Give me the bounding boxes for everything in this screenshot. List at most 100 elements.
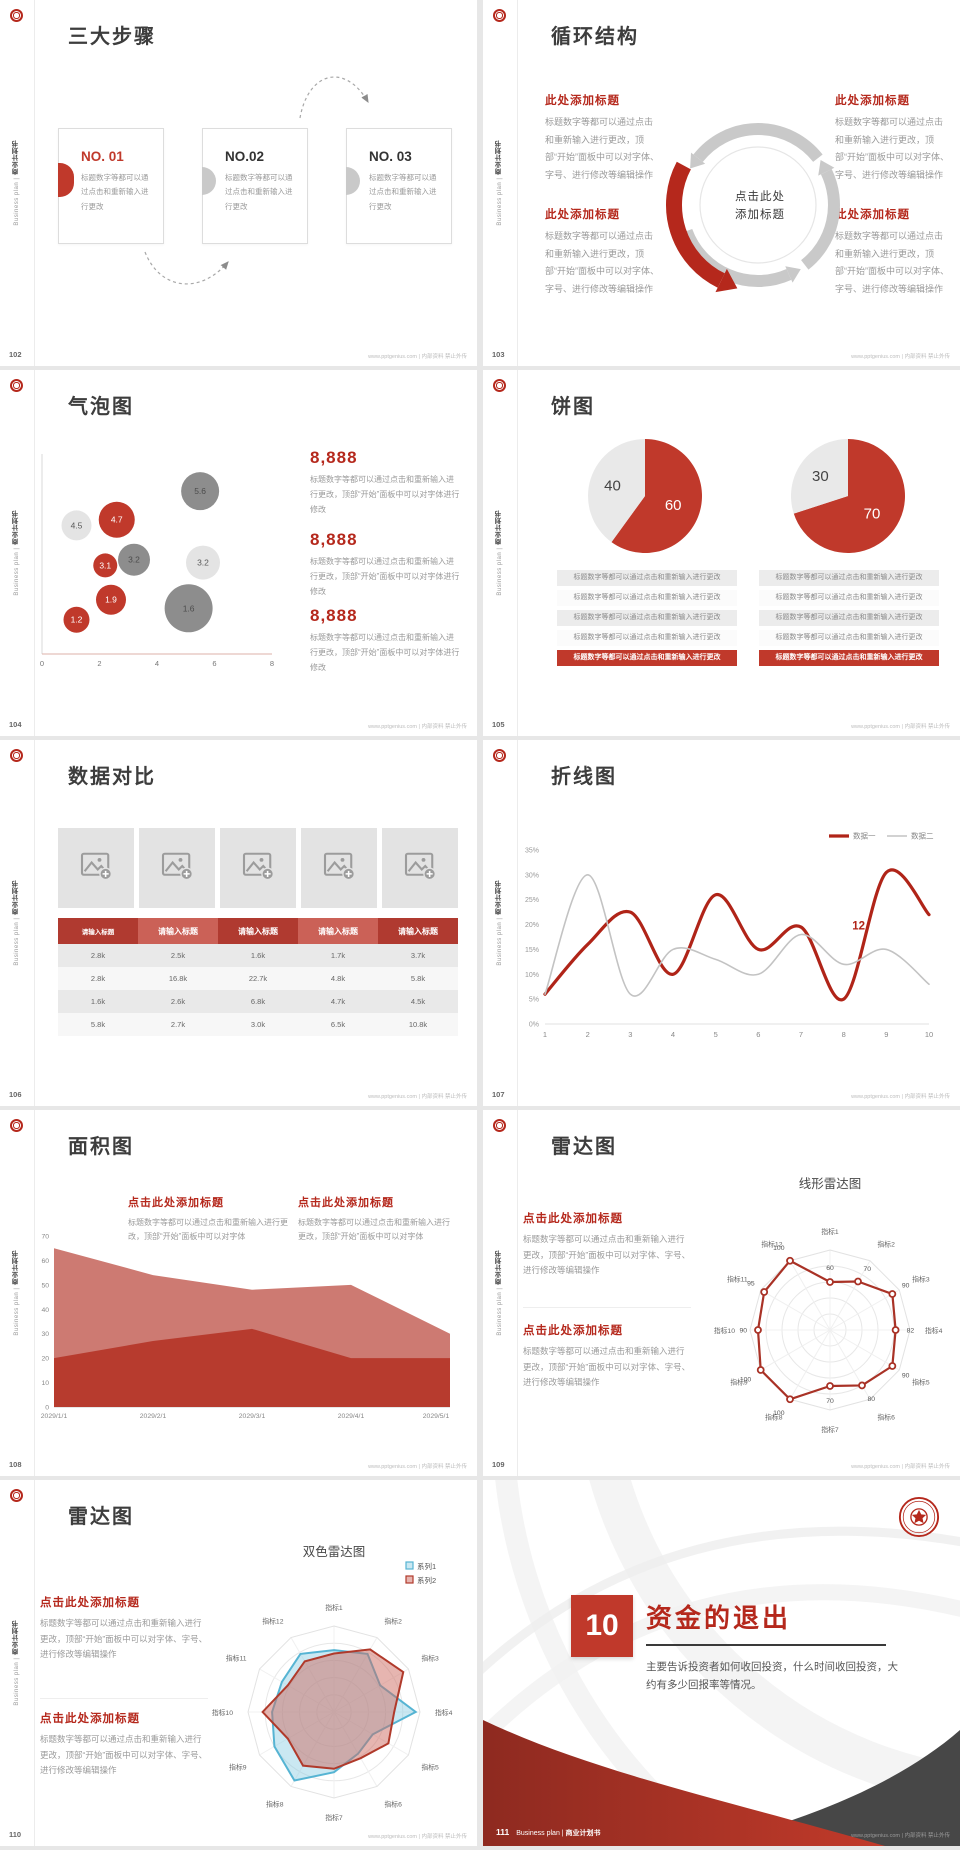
svg-text:70: 70	[41, 1234, 49, 1241]
step-number: NO.02	[225, 149, 265, 164]
svg-text:2029/1/1: 2029/1/1	[41, 1413, 68, 1420]
block-heading: 点击此处添加标题	[40, 1713, 140, 1725]
brand-logo-icon	[493, 1119, 506, 1132]
slide-title: 面积图	[68, 1136, 134, 1158]
sidebar-vertical-text: Business plan | 商业计划书	[13, 880, 20, 966]
pie-caption-row: 标题数字等都可以通过点击和重新输入进行更改	[759, 590, 939, 606]
slide-sidebar: Business plan | 商业计划书	[0, 740, 35, 1106]
pie-chart-left: 60 40	[585, 436, 705, 556]
svg-text:指标7: 指标7	[821, 1425, 839, 1434]
divider	[523, 1307, 691, 1308]
svg-text:5: 5	[714, 1030, 718, 1039]
block-body: 标题数字等都可以通过点击和重新输入进行更改，顶部“开始”面板中可以对字体、字号、…	[835, 231, 949, 294]
page-number: 110	[9, 1830, 22, 1839]
slide-102-three-steps[interactable]: Business plan | 商业计划书 102 www.pptgenius.…	[0, 0, 477, 366]
slide-106-data-table[interactable]: Business plan | 商业计划书 106 www.pptgenius.…	[0, 740, 477, 1106]
slide-109-radar-line[interactable]: Business plan | 商业计划书 109 www.pptgenius.…	[483, 1110, 960, 1476]
slide-103-cycle[interactable]: Business plan | 商业计划书 103 www.pptgenius.…	[483, 0, 960, 366]
pie-caption-row: 标题数字等都可以通过点击和重新输入进行更改	[557, 570, 737, 586]
slide-107-line-chart[interactable]: Business plan | 商业计划书 107 www.pptgenius.…	[483, 740, 960, 1106]
footer-note: www.pptgenius.com | 内部资料 禁止外传	[851, 1833, 950, 1839]
slide-111-section-divider[interactable]: 10 资金的退出 主要告诉投资者如何收回投资，什么时间收回投资，大约有多少回报率…	[483, 1480, 960, 1846]
sidebar-vertical-text: Business plan | 商业计划书	[13, 140, 20, 226]
footer-note: www.pptgenius.com | 内部资料 禁止外传	[368, 724, 467, 730]
svg-text:35%: 35%	[525, 848, 539, 855]
area-chart: 0 10 20 30 40 50 60 70 2029/1/1 2029/2/1 2029/3/1 2…	[30, 1226, 460, 1431]
step-number: NO. 01	[81, 149, 124, 164]
svg-text:1: 1	[543, 1030, 547, 1039]
slide-sidebar: Business plan | 商业计划书	[0, 1110, 35, 1476]
page-number: 104	[9, 720, 22, 729]
slide-sidebar: Business plan | 商业计划书	[483, 0, 518, 366]
section-title: 资金的退出	[646, 1603, 792, 1633]
pie-caption-row: 标题数字等都可以通过点击和重新输入进行更改	[557, 610, 737, 626]
stat-body: 标题数字等都可以通过点击和重新输入进行更改，顶部“开始”面板中可以对字体进行修改	[310, 475, 460, 514]
text-block: 点击此处添加标题 标题数字等都可以通过点击和重新输入进行更改，顶部“开始”面板中…	[523, 1322, 691, 1391]
text-block: 此处添加标题 标题数字等都可以通过点击和重新输入进行更改，顶部“开始”面板中可以…	[545, 92, 659, 184]
text-block: 点击此处添加标题 标题数字等都可以通过点击和重新输入进行更改，顶部“开始”面板中…	[298, 1194, 456, 1245]
page-number: 106	[9, 1090, 22, 1099]
slide-110-radar-dual[interactable]: Business plan | 商业计划书 110 www.pptgenius.…	[0, 1480, 477, 1846]
table-cell: 6.5k	[298, 1013, 378, 1036]
slide-105-pie-charts[interactable]: Business plan | 商业计划书 105 www.pptgenius.…	[483, 370, 960, 736]
line-chart: 0% 5% 10% 15% 20% 25% 30% 35% 1 2 3 4 5 6 7 8 9 10 数据一 数据二 1…	[511, 820, 941, 1048]
stat-value: 8,888	[310, 606, 358, 625]
sidebar-vertical-text: Business plan | 商业计划书	[496, 510, 503, 596]
slide-104-bubble-chart[interactable]: Business plan | 商业计划书 104 www.pptgenius.…	[0, 370, 477, 736]
footer-note: www.pptgenius.com | 内部资料 禁止外传	[368, 1094, 467, 1100]
block-body: 标题数字等都可以通过点击和重新输入进行更改，顶部“开始”面板中可以对字体	[298, 1218, 450, 1242]
slide-sidebar: Business plan | 商业计划书	[483, 1110, 518, 1476]
svg-text:70: 70	[864, 1266, 872, 1273]
svg-text:指标11: 指标11	[226, 1654, 247, 1663]
table-cell: 2.8k	[58, 967, 138, 990]
svg-text:指标1: 指标1	[325, 1603, 343, 1612]
half-circle-decor	[202, 167, 216, 195]
svg-text:6: 6	[212, 659, 216, 668]
block-body: 标题数字等都可以通过点击和重新输入进行更改，顶部“开始”面板中可以对字体、字号、…	[545, 117, 659, 180]
image-add-icon	[80, 852, 112, 885]
svg-text:0: 0	[45, 1405, 49, 1412]
svg-text:指标5: 指标5	[421, 1763, 439, 1772]
text-block: 此处添加标题 标题数字等都可以通过点击和重新输入进行更改，顶部“开始”面板中可以…	[545, 206, 659, 298]
slide-108-area-chart[interactable]: Business plan | 商业计划书 108 www.pptgenius.…	[0, 1110, 477, 1476]
brand-logo-icon	[493, 9, 506, 22]
pie-caption-list-right: 标题数字等都可以通过点击和重新输入进行更改 标题数字等都可以通过点击和重新输入进行…	[759, 570, 939, 670]
block-body: 标题数字等都可以通过点击和重新输入进行更改，顶部“开始”面板中可以对字体、字号、…	[523, 1234, 691, 1276]
svg-text:60: 60	[665, 497, 682, 514]
table-header-cell: 请输入标题	[298, 918, 378, 944]
table-cell: 6.8k	[218, 990, 298, 1013]
sidebar-vertical-text: Business plan | 商业计划书	[496, 880, 503, 966]
svg-text:20%: 20%	[525, 922, 539, 929]
radar-chart-dual: 双色雷达图 指标1 指标2 指标3 指标4 指标5 指标6 指标7 指标8 指标9 指标10 指标11…	[212, 1536, 470, 1844]
image-add-icon	[323, 852, 355, 885]
svg-text:4: 4	[155, 659, 159, 668]
block-body: 标题数字等都可以通过点击和重新输入进行更改，顶部“开始”面板中可以对字体、字号、…	[545, 231, 659, 294]
svg-text:指标11: 指标11	[727, 1275, 748, 1284]
table-cell: 1.7k	[298, 944, 378, 967]
svg-text:30: 30	[812, 468, 829, 485]
table-cell: 5.8k	[378, 967, 458, 990]
svg-text:指标7: 指标7	[325, 1813, 343, 1822]
sidebar-vertical-text: Business plan | 商业计划书	[496, 140, 503, 226]
svg-text:9: 9	[884, 1030, 888, 1039]
table-header-cell: 请输入标题	[378, 918, 458, 944]
svg-text:系列2: 系列2	[417, 1575, 436, 1585]
slide-title: 数据对比	[68, 766, 156, 788]
svg-text:指标4: 指标4	[925, 1326, 943, 1335]
brand-logo-icon	[10, 9, 23, 22]
table-cell: 2.6k	[138, 990, 218, 1013]
svg-text:60: 60	[826, 1265, 834, 1272]
step-card-1: NO. 01 标题数字等都可以通过点击和重新输入进行更改	[58, 128, 164, 244]
table-cell: 1.6k	[218, 944, 298, 967]
block-heading: 点击此处添加标题	[40, 1597, 140, 1609]
pie-chart-right: 70 30	[788, 436, 908, 556]
sidebar-vertical-text: Business plan | 商业计划书	[13, 510, 20, 596]
step-card-3: NO. 03 标题数字等都可以通过点击和重新输入进行更改	[346, 128, 452, 244]
svg-text:100: 100	[773, 1410, 785, 1417]
block-body: 标题数字等都可以通过点击和重新输入进行更改，顶部“开始”面板中可以对字体、字号、…	[835, 117, 949, 180]
image-placeholder	[301, 828, 377, 908]
svg-text:100: 100	[740, 1377, 752, 1384]
radar-chart-line: 线形雷达图 指标1 指标2 指标3 指标4 指标5 指标6 指标7 指标8 指标9 指标10 指标11…	[705, 1168, 955, 1463]
svg-text:40: 40	[604, 477, 621, 494]
brand-logo-icon	[10, 379, 23, 392]
